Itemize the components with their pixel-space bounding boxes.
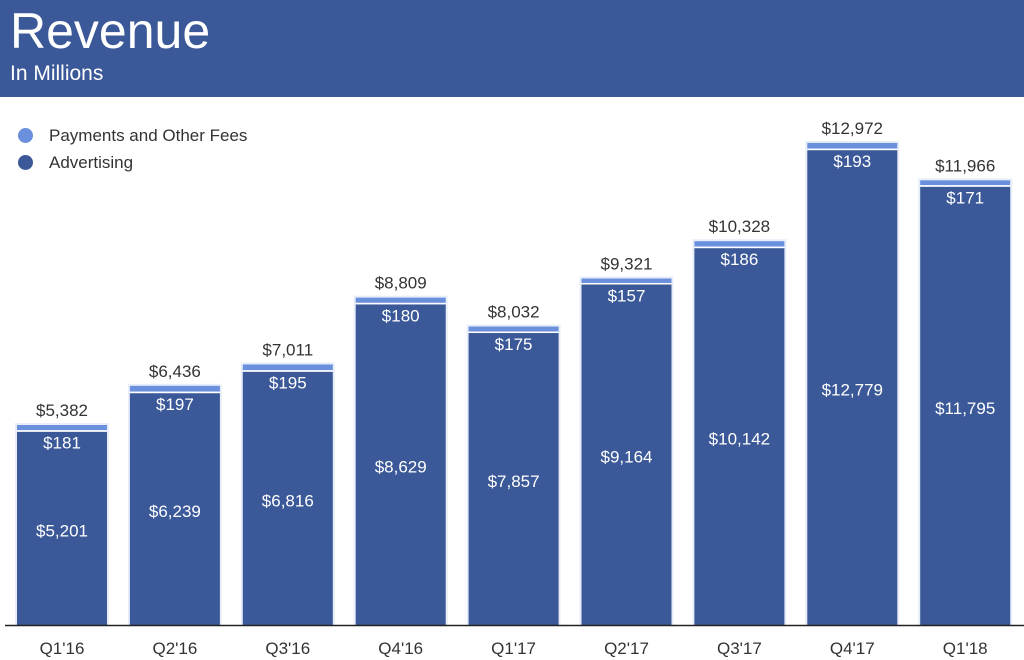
total-label: $6,436 xyxy=(149,362,201,381)
x-tick-label: Q2'16 xyxy=(152,639,197,658)
advertising-label: $9,164 xyxy=(601,448,653,467)
payments-label: $181 xyxy=(43,434,81,453)
bar-advertising xyxy=(581,284,672,625)
legend-swatch-advertising xyxy=(18,155,33,170)
total-label: $11,966 xyxy=(935,156,995,175)
total-label: $10,328 xyxy=(709,217,770,236)
bar-advertising xyxy=(355,304,446,625)
payments-label: $193 xyxy=(833,152,871,171)
legend-label: Advertising xyxy=(49,152,134,172)
legend: Payments and Other Fees Advertising xyxy=(18,122,247,176)
advertising-label: $10,142 xyxy=(709,430,770,449)
advertising-label: $8,629 xyxy=(375,458,427,477)
legend-swatch-payments xyxy=(18,128,33,143)
total-label: $9,321 xyxy=(601,254,653,273)
chart-title: Revenue xyxy=(10,3,211,59)
bar-payments xyxy=(807,142,898,149)
payments-label: $175 xyxy=(495,335,533,354)
bar-advertising xyxy=(242,371,333,625)
bar-advertising xyxy=(920,186,1011,625)
bar-payments xyxy=(581,278,672,283)
bar-advertising xyxy=(694,248,785,625)
advertising-label: $6,239 xyxy=(149,502,201,521)
payments-label: $171 xyxy=(946,189,984,208)
x-tick-label: Q3'17 xyxy=(717,639,762,658)
advertising-label: $11,795 xyxy=(935,399,995,418)
x-tick-label: Q1'16 xyxy=(40,639,85,658)
x-tick-label: Q4'16 xyxy=(378,639,423,658)
total-label: $7,011 xyxy=(262,340,313,359)
legend-item-payments: Payments and Other Fees xyxy=(18,122,247,149)
bar-payments xyxy=(355,297,446,303)
total-label: $8,032 xyxy=(488,303,540,322)
advertising-label: $7,857 xyxy=(488,472,540,491)
bar-advertising xyxy=(129,393,220,625)
payments-label: $157 xyxy=(608,286,646,305)
total-label: $5,382 xyxy=(36,401,88,420)
legend-item-advertising: Advertising xyxy=(18,149,247,176)
x-tick-label: Q1'18 xyxy=(943,639,988,658)
bar-payments xyxy=(17,425,107,431)
advertising-label: $6,816 xyxy=(262,491,314,510)
payments-label: $197 xyxy=(156,395,194,414)
advertising-label: $5,201 xyxy=(36,521,88,540)
legend-label: Payments and Other Fees xyxy=(49,125,248,145)
bar-advertising xyxy=(468,333,559,625)
total-label: $8,809 xyxy=(375,274,427,293)
x-tick-label: Q2'17 xyxy=(604,639,649,658)
total-label: $12,972 xyxy=(822,119,883,138)
bar-advertising xyxy=(807,150,898,625)
bar-payments xyxy=(129,385,220,392)
x-tick-label: Q3'16 xyxy=(265,639,310,658)
advertising-label: $12,779 xyxy=(822,381,883,400)
payments-label: $186 xyxy=(720,250,758,269)
x-tick-label: Q4'17 xyxy=(830,639,875,658)
chart-subtitle: In Millions xyxy=(10,62,104,85)
bar-payments xyxy=(920,180,1011,186)
bar-payments xyxy=(242,364,333,371)
bar-advertising xyxy=(17,431,107,625)
header-banner: Revenue In Millions xyxy=(0,0,1024,97)
bar-payments xyxy=(694,241,785,247)
bar-payments xyxy=(468,326,559,332)
payments-label: $195 xyxy=(269,374,307,393)
x-tick-label: Q1'17 xyxy=(491,639,536,658)
payments-label: $180 xyxy=(382,306,420,325)
